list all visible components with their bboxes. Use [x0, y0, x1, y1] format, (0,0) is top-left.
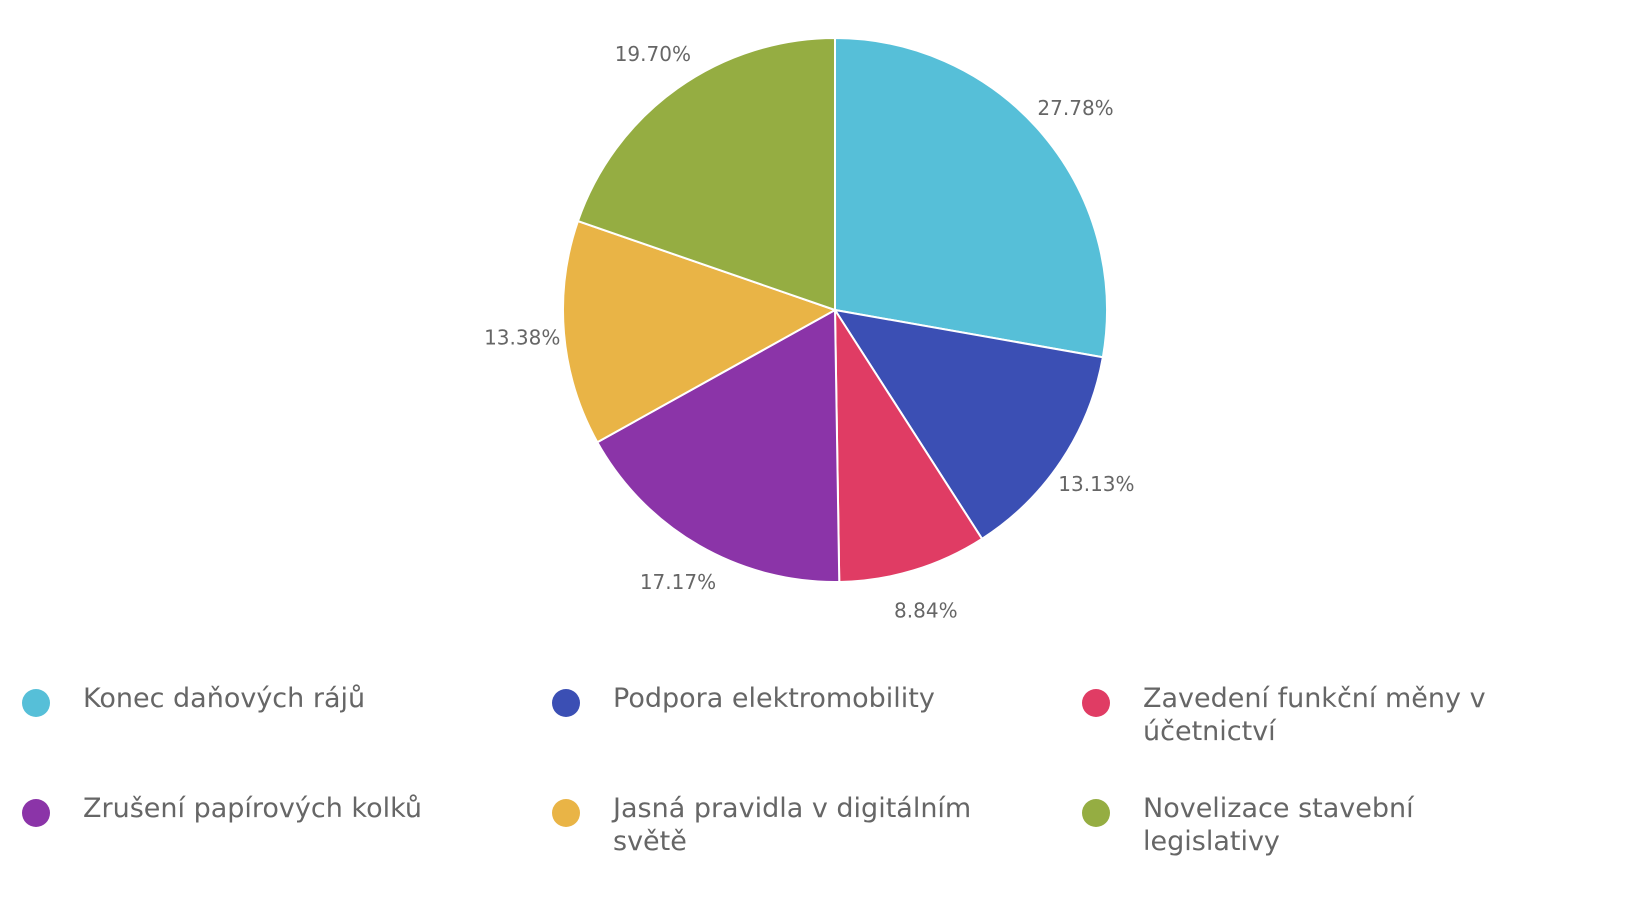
legend-color-swatch: [552, 799, 580, 827]
legend-label: Podpora elektromobility: [613, 683, 935, 714]
legend-color-swatch: [1082, 799, 1110, 827]
slice-value-label-1: 27.78%: [1037, 96, 1113, 120]
pie-slice-6[interactable]: [576, 36, 836, 312]
legend-color-swatch: [552, 689, 580, 717]
legend-label: Zavedení funkční měny v účetnictví: [1143, 683, 1486, 747]
pie-slice-1[interactable]: [834, 36, 1108, 359]
legend-label: Novelizace stavební legislativy: [1143, 793, 1414, 857]
legend-label: Jasná pravidla v digitálním světě: [613, 793, 972, 857]
legend-color-swatch: [22, 689, 50, 717]
slice-value-label-6: 19.70%: [615, 42, 691, 66]
legend-color-swatch: [1082, 689, 1110, 717]
pie-slice-5[interactable]: [562, 219, 838, 444]
legend-label: Konec daňových rájů: [83, 683, 366, 714]
slice-value-label-2: 13.13%: [1058, 472, 1134, 496]
pie-slice-4[interactable]: [595, 308, 841, 583]
slice-value-label-3: 8.84%: [894, 599, 958, 623]
legend-color-swatch: [22, 799, 50, 827]
chart-legend: Konec daňových rájů Podpora elektromobili…: [0, 680, 1645, 911]
pie-slice-3[interactable]: [833, 306, 984, 583]
slice-value-label-5: 13.38%: [484, 325, 560, 349]
pie-plot-area: 27.78% 13.13% 8.84% 17.17% 13.38% 19.70%: [484, 36, 1135, 623]
legend-label: Zrušení papírových kolků: [83, 793, 423, 824]
pie-slice-2[interactable]: [832, 308, 1105, 541]
slice-value-label-4: 17.17%: [640, 570, 716, 594]
